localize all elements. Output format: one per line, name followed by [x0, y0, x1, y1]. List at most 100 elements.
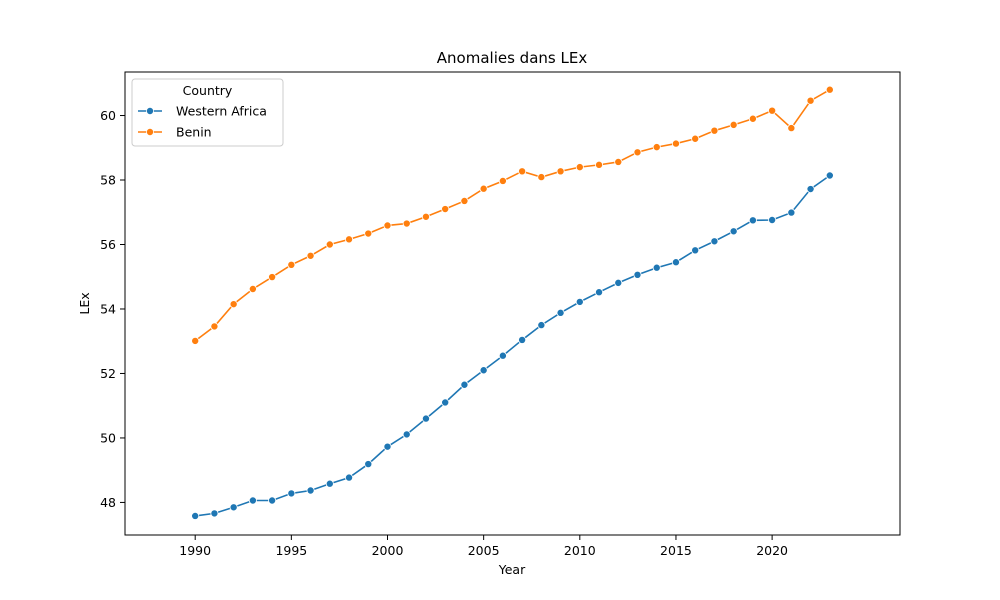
data-point-western-africa: [595, 288, 604, 297]
data-point-western-africa: [210, 509, 219, 518]
y-tick-label: 52: [100, 366, 116, 381]
series-line-benin: [194, 89, 831, 342]
data-point-benin: [671, 139, 680, 148]
data-point-benin: [768, 106, 777, 115]
data-point-western-africa: [229, 503, 238, 512]
data-point-benin: [229, 300, 238, 309]
data-point-benin: [402, 219, 411, 228]
legend-label: Western Africa: [176, 104, 267, 119]
x-tick-label: 2015: [660, 543, 692, 558]
data-point-western-africa: [825, 171, 834, 180]
data-point-western-africa: [287, 489, 296, 498]
legend-entry-western-africa: Western Africa: [138, 104, 267, 119]
legend: Country Western Africa Benin: [131, 78, 284, 147]
data-point-benin: [537, 173, 546, 182]
data-point-western-africa: [652, 263, 661, 272]
data-point-benin: [787, 124, 796, 133]
data-point-benin: [287, 260, 296, 269]
legend-entry-benin: Benin: [138, 125, 212, 140]
data-point-western-africa: [556, 308, 565, 317]
x-axis: 1990 1995 2000 2005 2010 2015 2020: [179, 535, 788, 558]
data-point-western-africa: [710, 237, 719, 246]
data-point-western-africa: [248, 496, 257, 505]
data-point-benin: [518, 167, 527, 176]
data-point-benin: [345, 235, 354, 244]
data-point-benin: [556, 167, 565, 176]
data-point-benin: [460, 196, 469, 205]
data-point-benin: [268, 273, 277, 282]
data-point-benin: [748, 114, 757, 123]
data-point-western-africa: [787, 208, 796, 217]
data-point-western-africa: [671, 258, 680, 267]
legend-marker: [145, 107, 154, 116]
data-point-benin: [383, 221, 392, 230]
data-point-western-africa: [575, 297, 584, 306]
y-axis-label: LEx: [77, 292, 92, 314]
chart-title: Anomalies dans LEx: [437, 49, 588, 67]
data-point-western-africa: [325, 479, 334, 488]
legend-box: [131, 78, 284, 147]
data-point-benin: [825, 85, 834, 94]
x-tick-label: 2020: [756, 543, 788, 558]
data-point-western-africa: [748, 216, 757, 225]
y-tick-label: 48: [100, 495, 116, 510]
y-tick-label: 58: [100, 173, 116, 188]
data-point-benin: [729, 120, 738, 129]
y-tick-label: 56: [100, 237, 116, 252]
data-point-benin: [498, 176, 507, 185]
y-tick-label: 54: [100, 301, 116, 316]
data-point-western-africa: [421, 414, 430, 423]
data-point-benin: [806, 96, 815, 105]
series-western-africa: [191, 171, 834, 520]
data-point-western-africa: [306, 486, 315, 495]
data-point-western-africa: [402, 430, 411, 439]
data-point-benin: [364, 229, 373, 238]
data-point-western-africa: [614, 278, 623, 287]
series-line-western-africa: [195, 174, 831, 517]
data-point-benin: [441, 205, 450, 214]
x-tick-label: 2005: [468, 543, 500, 558]
data-point-benin: [614, 157, 623, 166]
x-tick-label: 2000: [372, 543, 404, 558]
plot-area: [124, 71, 901, 536]
x-tick-label: 1995: [275, 543, 307, 558]
data-point-western-africa: [364, 460, 373, 469]
legend-label: Benin: [176, 125, 212, 140]
data-point-benin: [691, 134, 700, 143]
data-point-western-africa: [345, 473, 354, 482]
data-point-western-africa: [729, 227, 738, 236]
series-benin: [191, 85, 834, 345]
legend-title: Country: [183, 83, 233, 98]
data-point-benin: [325, 240, 334, 249]
data-point-western-africa: [691, 246, 700, 255]
data-point-western-africa: [518, 335, 527, 344]
y-tick-label: 60: [100, 108, 116, 123]
data-point-benin: [595, 160, 604, 169]
series-layer: [191, 85, 834, 520]
data-point-western-africa: [498, 351, 507, 360]
data-point-western-africa: [633, 270, 642, 279]
data-point-benin: [479, 184, 488, 193]
plot-frame: [124, 71, 901, 536]
x-tick-label: 2010: [564, 543, 596, 558]
data-point-benin: [306, 251, 315, 260]
x-tick-label: 1990: [179, 543, 211, 558]
data-point-western-africa: [268, 496, 277, 505]
data-point-western-africa: [383, 442, 392, 451]
data-point-benin: [710, 126, 719, 135]
data-point-benin: [652, 143, 661, 152]
data-point-benin: [575, 163, 584, 172]
legend-entries: Western Africa Benin: [138, 104, 267, 140]
data-point-benin: [421, 212, 430, 221]
data-point-western-africa: [806, 185, 815, 194]
y-axis: 48 50 52 54 56 58 60: [100, 108, 125, 510]
data-point-benin: [210, 322, 219, 331]
data-point-western-africa: [460, 380, 469, 389]
data-point-western-africa: [441, 398, 450, 407]
legend-marker: [145, 127, 154, 136]
data-point-western-africa: [768, 215, 777, 224]
data-point-benin: [191, 336, 200, 345]
data-point-western-africa: [537, 321, 546, 330]
data-point-western-africa: [479, 366, 488, 375]
